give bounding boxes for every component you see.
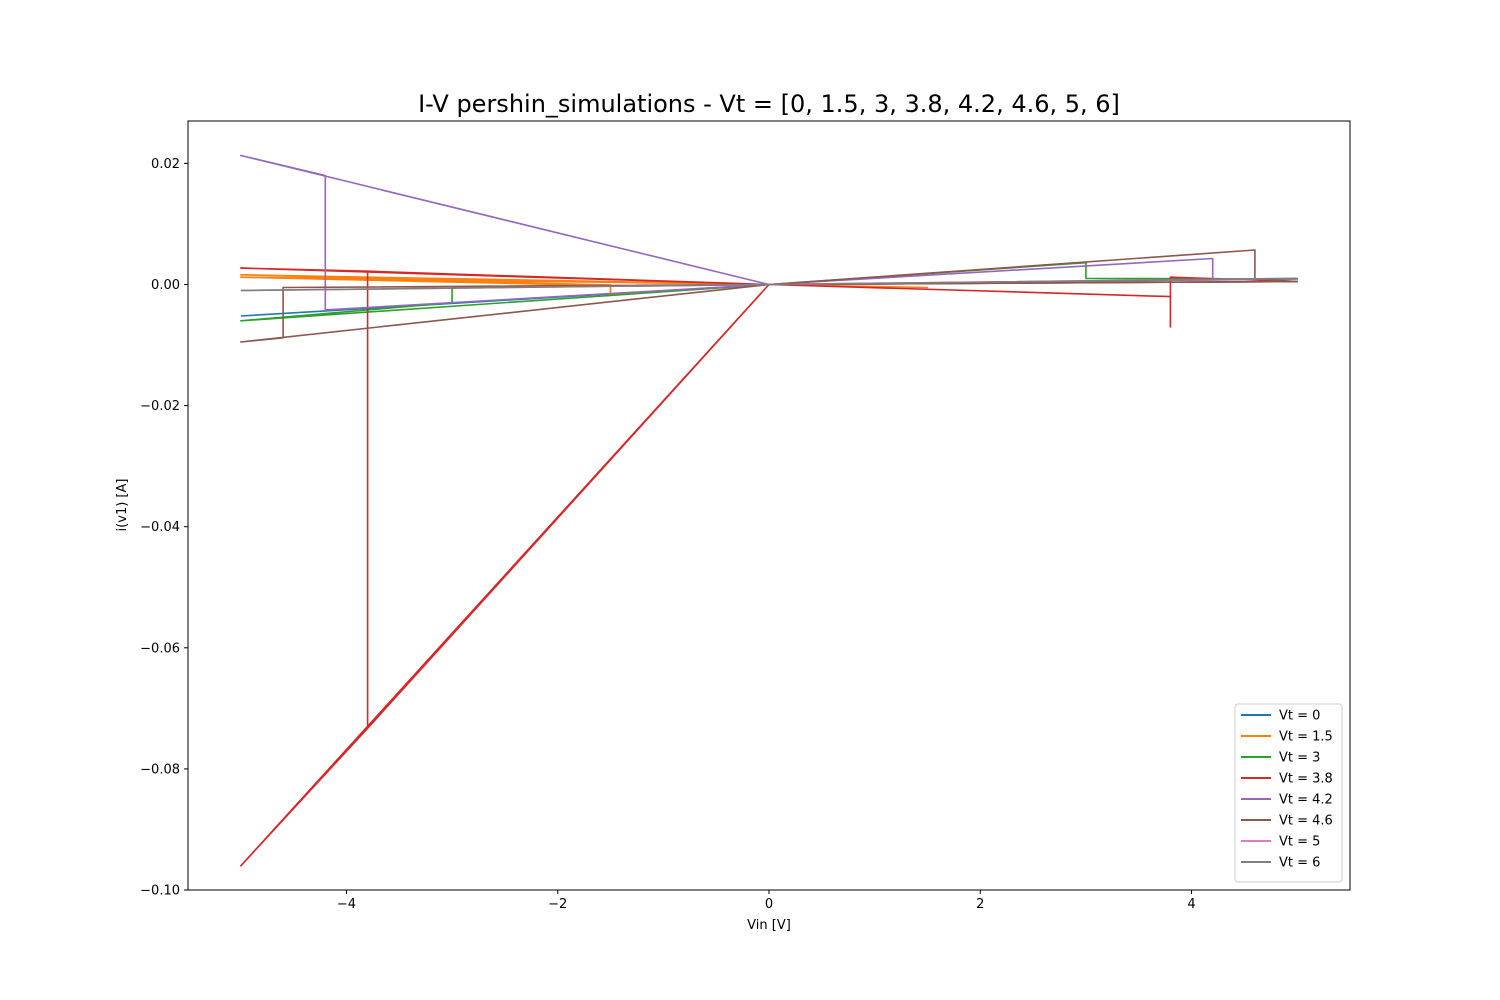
y-tick-label: −0.10 bbox=[140, 884, 180, 899]
x-tick-label: −4 bbox=[337, 897, 356, 912]
legend-entry: Vt = 1.5 bbox=[1279, 730, 1333, 745]
x-tick-label: 0 bbox=[765, 897, 773, 912]
legend-entry: Vt = 3.8 bbox=[1279, 772, 1333, 787]
series-line-8 bbox=[240, 277, 1298, 292]
series-line-4 bbox=[240, 267, 1298, 867]
x-tick-label: −2 bbox=[548, 897, 567, 912]
y-tick-label: −0.06 bbox=[140, 641, 180, 656]
legend-entry: Vt = 4.2 bbox=[1279, 793, 1333, 808]
plot-area bbox=[240, 154, 1298, 867]
legend-entry: Vt = 3 bbox=[1279, 751, 1320, 766]
axes: −4 −2 0 2 4 0.02 0.00 −0.02 −0.04 −0.06 −0.08 −0.10 bbox=[140, 157, 1196, 912]
x-tick-label: 2 bbox=[976, 897, 984, 912]
legend: Vt = 0 Vt = 1.5 Vt = 3 Vt = 3.8 Vt = 4.2 Vt =… bbox=[1234, 703, 1343, 883]
legend-entry: Vt = 4.6 bbox=[1279, 814, 1333, 829]
legend-box bbox=[1234, 703, 1343, 883]
y-axis-label: i(v1) [A] bbox=[115, 479, 130, 532]
x-tick-label: 4 bbox=[1187, 897, 1195, 912]
legend-entry: Vt = 5 bbox=[1279, 835, 1320, 850]
x-axis-label: Vin [V] bbox=[747, 918, 791, 933]
y-tick-label: −0.02 bbox=[140, 399, 180, 414]
chart-title: I-V pershin_simulations - Vt = [0, 1.5, … bbox=[418, 90, 1120, 118]
y-tick-label: 0.02 bbox=[151, 157, 180, 172]
y-tick-label: −0.04 bbox=[140, 520, 180, 535]
legend-entry: Vt = 6 bbox=[1279, 856, 1320, 871]
y-tick-label: 0.00 bbox=[151, 278, 180, 293]
legend-entry: Vt = 0 bbox=[1279, 709, 1320, 724]
y-tick-label: −0.08 bbox=[140, 762, 180, 777]
